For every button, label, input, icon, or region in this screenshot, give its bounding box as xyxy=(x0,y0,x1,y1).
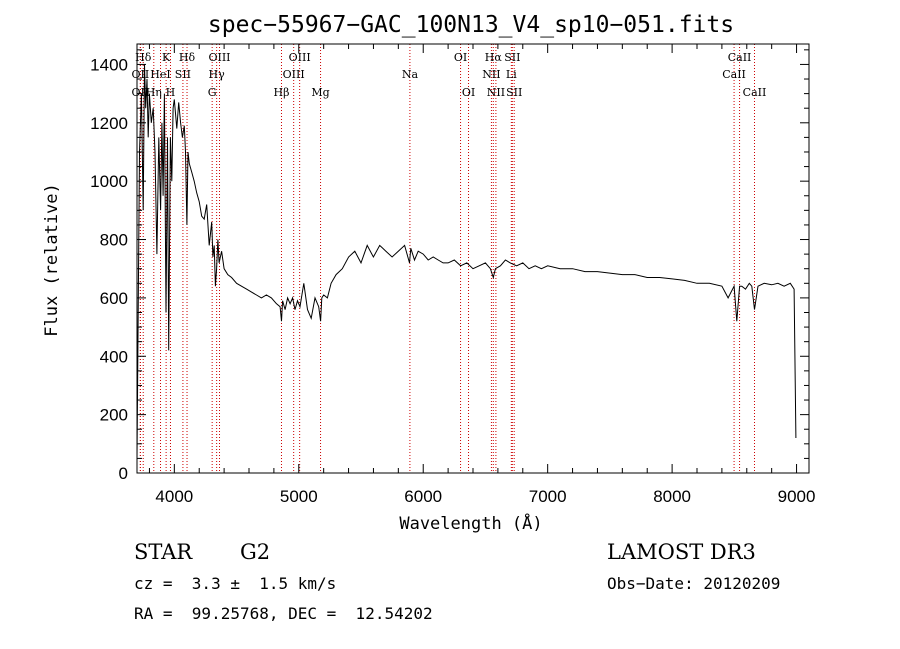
spectral-line-label: OIII xyxy=(208,51,230,64)
obs-date: Obs−Date: 20120209 xyxy=(607,574,781,593)
survey-name: LAMOST DR3 xyxy=(607,540,756,564)
spectral-line-label: CaII xyxy=(743,86,767,99)
redshift-text: cz = 3.3 ± 1.5 km/s xyxy=(134,574,337,593)
spectral-line-label: Hη xyxy=(146,86,162,99)
y-tick-label: 600 xyxy=(100,289,128,308)
spectral-line-label: OIII xyxy=(283,68,305,81)
y-tick-label: 1000 xyxy=(90,172,128,191)
spectral-line-label: Hγ xyxy=(209,68,226,81)
y-tick-label: 200 xyxy=(100,406,128,425)
spectral-line-label: NII xyxy=(482,68,500,81)
spectral-line-label: K xyxy=(162,51,171,64)
spectral-line-label: SII xyxy=(504,51,520,64)
x-tick-label: 8000 xyxy=(653,487,691,506)
x-tick-label: 6000 xyxy=(404,487,442,506)
x-tick-label: 4000 xyxy=(155,487,193,506)
spectral-line-label: Hβ xyxy=(274,86,290,99)
spectral-line-label: SII xyxy=(506,86,522,99)
x-tick-label: 9000 xyxy=(778,487,816,506)
plot-frame xyxy=(136,43,810,474)
spectral-line-label: Mg xyxy=(311,86,329,99)
spectral-line-label: CaII xyxy=(722,68,746,81)
spectral-line-label: Li xyxy=(506,68,517,81)
y-tick-label: 400 xyxy=(100,347,128,366)
y-tick-label: 800 xyxy=(100,231,128,250)
spectral-line-label: CaII xyxy=(728,51,752,64)
x-axis-label: Wavelength (Å) xyxy=(399,512,542,534)
y-axis-ticks: 0 200 400 600 800 1000 1200 1400 xyxy=(90,49,809,483)
spectral-line-label: NII xyxy=(487,86,505,99)
spectral-line-label: OI xyxy=(454,51,467,64)
y-tick-label: 0 xyxy=(119,464,128,483)
spectral-line-label: Na xyxy=(402,68,419,81)
y-axis-label: Flux (relative) xyxy=(42,183,62,337)
x-axis-ticks: 4000 5000 6000 7000 8000 9000 xyxy=(148,44,816,506)
y-tick-label: 1200 xyxy=(90,114,128,133)
spectral-line-label: Hα xyxy=(485,51,503,64)
spectral-line-label: G xyxy=(208,86,217,99)
spectral-line-label: Hδ xyxy=(135,51,152,64)
object-class: STAR xyxy=(134,540,193,564)
chart-title: spec−55967−GAC_100N13_V4_sp10−051.fits xyxy=(208,12,734,38)
spectrum-line xyxy=(136,64,797,459)
spectral-line-label: Hδ xyxy=(179,51,196,64)
spectral-line-markers xyxy=(139,44,755,473)
spectral-line-label: H xyxy=(166,86,176,99)
x-tick-label: 7000 xyxy=(529,487,567,506)
spectral-line-label: OIII xyxy=(289,51,311,64)
spectral-subclass: G2 xyxy=(240,540,271,564)
spectral-line-label: HeI xyxy=(150,68,170,81)
spectral-line-label: OI xyxy=(462,86,475,99)
x-tick-label: 5000 xyxy=(280,487,318,506)
coordinates: RA = 99.25768, DEC = 12.54202 xyxy=(134,604,433,623)
y-tick-label: 1400 xyxy=(90,55,128,74)
spectral-line-label: SII xyxy=(175,68,191,81)
